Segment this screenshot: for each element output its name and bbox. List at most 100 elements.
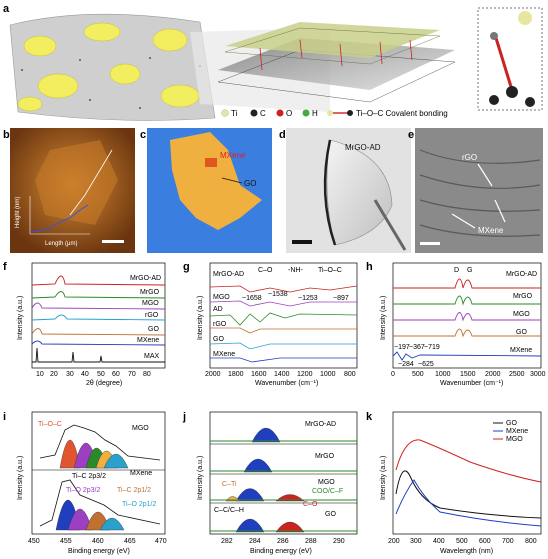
series-label: MrGO-AD [213, 271, 244, 278]
axes-frame [209, 411, 358, 535]
svg-text:Ti–O–C: Ti–O–C [318, 267, 342, 274]
svg-text:10: 10 [36, 371, 44, 378]
svg-text:1000: 1000 [435, 371, 451, 378]
k-xlabel: Wavelength (nm) [440, 548, 493, 555]
film-sample [326, 139, 393, 246]
panel-a: a [3, 3, 543, 121]
h-annotations: D G ~197 ~367 ~719 ~284 ~625 [394, 267, 472, 368]
afm-flake [35, 140, 118, 225]
series-label: MrGO-AD [305, 421, 336, 428]
scale-bar [420, 242, 440, 245]
tem-texture [419, 149, 541, 237]
svg-text:~1658: ~1658 [242, 295, 262, 302]
series-label: MXene [130, 470, 152, 477]
series-label: MrGO-AD [506, 271, 537, 278]
xps-ti-peaks-mxene [55, 499, 125, 531]
svg-text:800: 800 [344, 371, 356, 378]
panel-letter-h: h [366, 261, 373, 273]
legend-bond: Ti–O–C Covalent bonding [356, 109, 448, 118]
i-xlabel: Binding energy (eV) [68, 548, 130, 555]
f-ylabel: Intensity (a.u.) [17, 296, 24, 340]
k-xticks: 200 300 400 500 600 700 800 [388, 538, 537, 545]
svg-text:~1538: ~1538 [268, 291, 288, 298]
uv-traces [395, 439, 542, 527]
svg-text:284: 284 [249, 538, 261, 545]
raman-traces [392, 278, 542, 361]
svg-text:200: 200 [388, 538, 400, 545]
panel-g: g MrGO-AD MGO AD rGO GO MXene C–O -NH- T… [183, 261, 358, 387]
svg-text:700: 700 [502, 538, 514, 545]
svg-text:0: 0 [391, 371, 395, 378]
mgo-envelope [39, 424, 161, 461]
afm-height-profile: Height (nm) Length (μm) [15, 196, 90, 247]
panel-letter-g: g [183, 261, 190, 273]
panel-i: i Ti–O–C MGO Ti–C 2p3/2 Ti–O 2p3/2 Ti–C … [3, 411, 167, 555]
f-series-labels: MrGO-AD MrGO MGO rGO GO MXene MAX [130, 275, 161, 360]
series-label: AD [213, 306, 223, 313]
series-label: GO [325, 511, 336, 518]
legend-h: H [312, 109, 318, 118]
f-xticks: 10 20 30 40 50 60 70 80 [36, 371, 151, 378]
k-ylabel: Intensity (a.u.) [380, 456, 387, 500]
svg-text:80: 80 [143, 371, 151, 378]
svg-text:2500: 2500 [509, 371, 525, 378]
svg-text:~897: ~897 [333, 295, 349, 302]
tweezers [373, 199, 407, 251]
svg-text:Ti–O–C: Ti–O–C [38, 421, 62, 428]
g-ylabel: Intensity (a.u.) [197, 296, 204, 340]
axes-frame [392, 262, 542, 369]
series-label: rGO [213, 321, 227, 328]
h-xticks: 0 500 1000 1500 2000 2500 3000 [391, 371, 546, 378]
mxene-envelope [39, 479, 161, 527]
rgo-label: rGO [462, 153, 477, 162]
panel-letter-j: j [182, 411, 186, 423]
series-label: MrGO [513, 293, 533, 300]
xps-c-fit-lines [210, 440, 357, 532]
xps-c-peaks [225, 427, 305, 533]
panel-c: c MXene GO [140, 128, 272, 253]
svg-text:460: 460 [92, 538, 104, 545]
svg-text:G: G [467, 267, 472, 274]
svg-text:470: 470 [155, 538, 167, 545]
svg-text:Ti–O 2p1/2: Ti–O 2p1/2 [122, 501, 156, 508]
svg-text:50: 50 [97, 371, 105, 378]
svg-text:-NH-: -NH- [288, 267, 303, 274]
svg-text:20: 20 [50, 371, 58, 378]
svg-text:465: 465 [124, 538, 136, 545]
panel-b: b Height (nm) Length (μm) [3, 128, 135, 253]
series-label: rGO [145, 312, 159, 319]
series-label: MGO [318, 479, 335, 486]
series-label: MAX [144, 353, 160, 360]
panel-f: f MrGO-AD MrGO MGO rGO GO MXene MAX Inte… [3, 261, 166, 387]
legend-item: MGO [506, 436, 523, 443]
axes-frame [31, 262, 166, 369]
svg-text:400: 400 [433, 538, 445, 545]
svg-text:290: 290 [333, 538, 345, 545]
go-flake [170, 132, 262, 230]
g-annotations: C–O -NH- Ti–O–C ~1658 ~1538 ~1253 ~897 [242, 267, 349, 302]
series-label: MXene [137, 337, 159, 344]
mxene-label: MXene [220, 151, 246, 160]
svg-text:1200: 1200 [297, 371, 313, 378]
svg-text:Ti–C 2p1/2: Ti–C 2p1/2 [117, 487, 151, 494]
j-xlabel: Binding energy (eV) [250, 548, 312, 555]
f-xlabel: 2θ (degree) [86, 380, 122, 387]
series-label: GO [213, 336, 224, 343]
series-label: MXene [213, 351, 235, 358]
afm-ylabel: Height (nm) [15, 197, 21, 228]
svg-text:30: 30 [66, 371, 74, 378]
svg-text:~719: ~719 [424, 344, 440, 351]
svg-text:300: 300 [410, 538, 422, 545]
mxene-label: MXene [478, 226, 504, 235]
j-xticks: 282 284 286 288 290 [221, 538, 345, 545]
svg-text:~625: ~625 [418, 361, 434, 368]
tem-image [415, 128, 543, 253]
panel-letter-b: b [3, 129, 10, 141]
panel-j: j MrGO-AD MrGO MGO C–Ti COO/C–F C–C/C–H … [182, 411, 358, 555]
bond-inset-atoms [489, 11, 535, 107]
scale-bar [292, 240, 312, 244]
svg-text:286: 286 [277, 538, 289, 545]
scale-bar [102, 240, 124, 243]
g-series-labels: MrGO-AD MGO AD rGO GO MXene [213, 271, 244, 358]
svg-text:2000: 2000 [205, 371, 221, 378]
